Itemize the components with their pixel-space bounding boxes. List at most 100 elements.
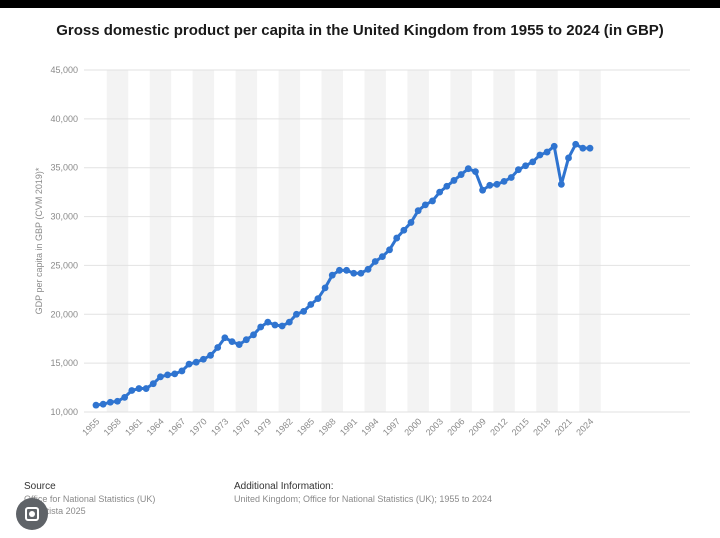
data-point[interactable] bbox=[264, 318, 272, 326]
data-point[interactable] bbox=[336, 266, 343, 274]
data-point[interactable] bbox=[185, 360, 193, 368]
y-tick-label: 35,000 bbox=[50, 163, 78, 173]
data-point[interactable] bbox=[565, 154, 572, 162]
background-bands bbox=[106, 70, 601, 412]
data-point[interactable] bbox=[121, 393, 129, 401]
x-axis-ticks: 1955 1958 1961 1964 1967 1970 1973 1976 1979 1982… bbox=[80, 416, 595, 437]
x-tick-label: 2015 bbox=[510, 416, 531, 437]
data-point[interactable] bbox=[157, 373, 164, 381]
x-tick-label: 1955 bbox=[80, 416, 101, 437]
data-point[interactable] bbox=[393, 234, 401, 242]
gdp-series bbox=[92, 140, 594, 409]
source-line-1[interactable]: Office for National Statistics (UK) bbox=[24, 494, 156, 504]
additional-info-block: Additional Information: United Kingdom; … bbox=[234, 481, 492, 505]
background-band bbox=[278, 70, 301, 412]
data-point[interactable] bbox=[171, 370, 179, 378]
source-heading: Source bbox=[24, 481, 56, 492]
data-point[interactable] bbox=[443, 182, 451, 190]
data-point[interactable] bbox=[142, 385, 150, 392]
data-point[interactable] bbox=[479, 186, 487, 194]
data-point[interactable] bbox=[149, 380, 157, 388]
data-point[interactable] bbox=[242, 336, 250, 344]
data-point[interactable] bbox=[257, 323, 265, 331]
data-point[interactable] bbox=[472, 168, 479, 176]
chart-title: Gross domestic product per capita in the… bbox=[56, 22, 664, 39]
data-point[interactable] bbox=[522, 162, 529, 170]
data-point[interactable] bbox=[515, 166, 522, 174]
data-point[interactable] bbox=[457, 171, 465, 178]
data-point[interactable] bbox=[429, 197, 436, 205]
data-point[interactable] bbox=[135, 385, 143, 392]
data-point[interactable] bbox=[300, 307, 308, 315]
x-tick-label: 1985 bbox=[295, 416, 316, 437]
x-tick-label: 1961 bbox=[123, 416, 144, 437]
data-point[interactable] bbox=[214, 344, 222, 351]
data-point[interactable] bbox=[278, 322, 286, 330]
data-point[interactable] bbox=[529, 158, 537, 166]
x-tick-label: 1958 bbox=[102, 416, 123, 437]
data-point[interactable] bbox=[293, 310, 300, 318]
data-point[interactable] bbox=[371, 258, 379, 265]
background-band bbox=[192, 70, 215, 412]
source-line-2: © Statista 2025 bbox=[24, 506, 86, 516]
data-point[interactable] bbox=[586, 144, 594, 152]
background-band bbox=[407, 70, 429, 412]
data-point[interactable] bbox=[407, 219, 415, 226]
data-point[interactable] bbox=[543, 148, 551, 156]
data-point[interactable] bbox=[271, 321, 279, 329]
data-point[interactable] bbox=[235, 341, 243, 348]
data-point[interactable] bbox=[486, 181, 494, 189]
background-band bbox=[364, 70, 386, 412]
data-point[interactable] bbox=[421, 201, 429, 209]
x-tick-label: 1982 bbox=[273, 416, 294, 437]
data-point[interactable] bbox=[328, 271, 336, 279]
data-point[interactable] bbox=[228, 338, 236, 346]
data-point[interactable] bbox=[178, 367, 186, 375]
data-point[interactable] bbox=[221, 334, 229, 342]
data-point[interactable] bbox=[557, 180, 565, 188]
data-point[interactable] bbox=[536, 151, 544, 159]
data-point[interactable] bbox=[207, 351, 214, 359]
data-point[interactable] bbox=[192, 358, 200, 366]
data-point[interactable] bbox=[550, 142, 558, 150]
source-block: Source Office for National Statistics (U… bbox=[24, 481, 155, 517]
data-point[interactable] bbox=[285, 318, 293, 326]
data-point[interactable] bbox=[572, 140, 580, 148]
data-point[interactable] bbox=[343, 266, 350, 274]
x-tick-label: 1967 bbox=[166, 416, 187, 437]
data-point[interactable] bbox=[579, 144, 587, 152]
x-tick-label: 2003 bbox=[424, 416, 445, 437]
data-point[interactable] bbox=[128, 387, 136, 394]
data-point[interactable] bbox=[114, 397, 121, 405]
data-point[interactable] bbox=[386, 246, 393, 254]
gridlines bbox=[84, 69, 690, 413]
data-point[interactable] bbox=[99, 400, 107, 408]
data-point[interactable] bbox=[350, 269, 358, 277]
data-point[interactable] bbox=[250, 331, 257, 339]
y-tick-label: 45,000 bbox=[50, 65, 78, 75]
background-band bbox=[235, 70, 258, 412]
data-point[interactable] bbox=[436, 188, 444, 196]
lens-icon[interactable] bbox=[16, 498, 48, 530]
data-point[interactable] bbox=[507, 174, 515, 181]
data-point[interactable] bbox=[307, 301, 315, 308]
data-point[interactable] bbox=[493, 180, 501, 188]
data-point[interactable] bbox=[364, 265, 372, 273]
data-point[interactable] bbox=[92, 401, 100, 409]
data-point[interactable] bbox=[400, 226, 408, 234]
x-tick-label: 1997 bbox=[381, 416, 402, 437]
data-point[interactable] bbox=[450, 177, 458, 184]
data-point[interactable] bbox=[464, 165, 472, 173]
data-point[interactable] bbox=[378, 253, 386, 261]
additional-info-text: United Kingdom; Office for National Stat… bbox=[234, 494, 492, 504]
data-point[interactable] bbox=[357, 269, 365, 277]
data-point[interactable] bbox=[199, 355, 207, 363]
data-point[interactable] bbox=[164, 371, 171, 379]
data-point[interactable] bbox=[106, 398, 114, 406]
data-point[interactable] bbox=[321, 284, 329, 292]
data-point[interactable] bbox=[314, 295, 322, 303]
data-point[interactable] bbox=[414, 207, 422, 215]
data-point[interactable] bbox=[500, 177, 508, 185]
y-tick-label: 15,000 bbox=[50, 358, 78, 368]
x-tick-label: 1994 bbox=[359, 416, 380, 437]
